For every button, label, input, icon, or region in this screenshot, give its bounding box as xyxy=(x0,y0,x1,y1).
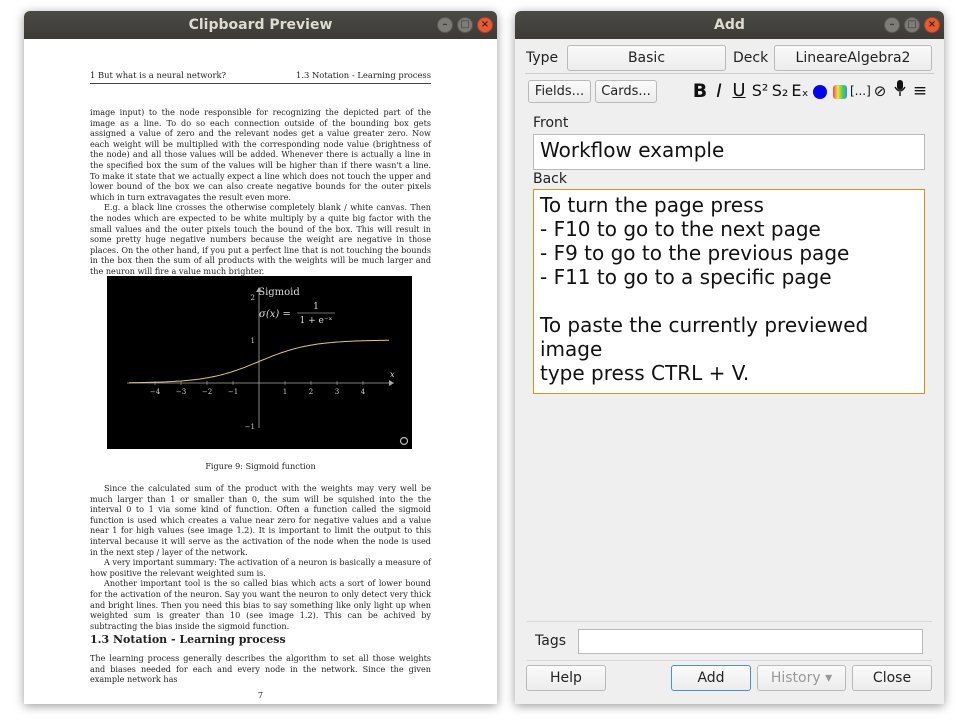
x-tick-label: −2 xyxy=(202,388,212,396)
x-tick-label: 2 xyxy=(309,388,313,396)
deck-label: Deck xyxy=(733,50,769,66)
close-icon[interactable]: × xyxy=(924,17,940,33)
fig-formula: σ(x) = xyxy=(259,309,291,320)
superscript-button[interactable]: S² xyxy=(751,81,769,100)
x-tick-label: −3 xyxy=(176,388,186,396)
tags-input[interactable] xyxy=(578,629,923,654)
fig-numerator: 1 xyxy=(313,302,319,312)
paragraph-3-text: Since the calculated sum of the product … xyxy=(90,483,431,557)
y-tick-label: −1 xyxy=(245,423,255,431)
type-label: Type xyxy=(526,50,559,66)
document-page: 1 But what is a neural network? 1.3 Nota… xyxy=(24,39,497,704)
type-selector-button[interactable]: Basic xyxy=(567,45,726,71)
paragraph-6-text: The learning process generally describes… xyxy=(90,653,431,685)
front-field[interactable]: Workflow example xyxy=(533,134,925,170)
preview-title: Clipboard Preview xyxy=(188,17,333,33)
spinner-icon xyxy=(399,436,409,446)
fig-x-label: x xyxy=(390,370,395,379)
close-icon[interactable]: × xyxy=(477,17,493,33)
clipboard-preview-window: Clipboard Preview – □ × 1 But what is a … xyxy=(24,11,497,704)
bold-button[interactable]: B xyxy=(692,80,708,102)
figure-caption: Figure 9: Sigmoid function xyxy=(205,461,316,471)
back-field[interactable]: To turn the page press - F10 to go to th… xyxy=(533,189,925,394)
sigmoid-figure: Sigmoid σ(x) = 1 1 + e⁻ˣ x −4 −3 −2 −1 1 2 3 4 … xyxy=(107,276,412,449)
highlight-color-button[interactable] xyxy=(830,80,850,102)
record-audio-button[interactable] xyxy=(890,80,910,102)
sigmoid-curve xyxy=(129,339,389,384)
x-tick-label: 1 xyxy=(283,388,287,396)
y-tick-label: 2 xyxy=(251,294,255,302)
add-titlebar: Add – □ × xyxy=(515,11,944,39)
add-card-window: Add – □ × Type Basic Deck LineareAlgebra… xyxy=(515,11,944,704)
text-color-button[interactable] xyxy=(810,80,830,102)
deck-selector-button[interactable]: LineareAlgebra2 xyxy=(774,45,932,71)
more-menu-icon[interactable]: ≡ xyxy=(912,81,928,101)
tags-label: Tags xyxy=(535,633,566,649)
page-header: 1 But what is a neural network? 1.3 Nota… xyxy=(90,70,431,84)
back-label: Back xyxy=(533,171,567,187)
close-button[interactable]: Close xyxy=(852,665,932,691)
paragraph-2-text: E.g. a black line crosses the otherwise … xyxy=(90,202,431,276)
tags-area: Tags xyxy=(527,621,932,661)
help-button[interactable]: Help xyxy=(526,665,606,691)
history-button[interactable]: History ▾ xyxy=(757,665,846,691)
cards-button[interactable]: Cards... xyxy=(595,80,657,103)
front-label: Front xyxy=(533,115,569,131)
x-tick-label: −1 xyxy=(228,388,238,396)
header-left: 1 But what is a neural network? xyxy=(90,70,227,80)
paragraph-1-text: image input) to the node responsible for… xyxy=(90,107,431,202)
clear-format-button[interactable]: Eₓ xyxy=(791,81,809,100)
fields-button[interactable]: Fields... xyxy=(528,80,591,103)
attach-icon[interactable]: ⊘ xyxy=(873,82,887,100)
maximize-icon[interactable]: □ xyxy=(457,17,473,33)
add-button[interactable]: Add xyxy=(671,665,751,691)
italic-button[interactable]: I xyxy=(716,80,722,102)
cloze-button[interactable]: [...] xyxy=(850,84,871,98)
paragraph-1: image input) to the node responsible for… xyxy=(90,107,431,277)
minimize-icon[interactable]: – xyxy=(884,17,900,33)
minimize-icon[interactable]: – xyxy=(437,17,453,33)
paragraph-6: The learning process generally describes… xyxy=(90,653,431,685)
x-tick-label: 3 xyxy=(335,388,339,396)
maximize-icon[interactable]: □ xyxy=(904,17,920,33)
paragraph-5-text: Another important tool is the so called … xyxy=(90,578,431,631)
paragraph-3: Since the calculated sum of the product … xyxy=(90,483,431,631)
fig-title: Sigmoid xyxy=(258,287,300,298)
x-tick-label: −4 xyxy=(150,388,161,396)
palette-icon xyxy=(833,84,847,99)
divider xyxy=(525,73,934,74)
section-heading: 1.3 Notation - Learning process xyxy=(90,633,286,646)
preview-titlebar: Clipboard Preview – □ × xyxy=(24,11,497,39)
header-right: 1.3 Notation - Learning process xyxy=(296,70,431,80)
page-number: 7 xyxy=(257,690,264,700)
paragraph-4-text: A very important summary: The activation… xyxy=(90,557,431,578)
add-title: Add xyxy=(714,17,745,33)
underline-button[interactable]: U xyxy=(732,80,746,101)
fig-denominator: 1 + e⁻ˣ xyxy=(300,316,333,326)
color-swatch-icon xyxy=(813,84,827,99)
x-tick-label: 4 xyxy=(361,388,366,396)
y-tick-label: 1 xyxy=(251,337,255,345)
subscript-button[interactable]: S₂ xyxy=(771,81,789,100)
